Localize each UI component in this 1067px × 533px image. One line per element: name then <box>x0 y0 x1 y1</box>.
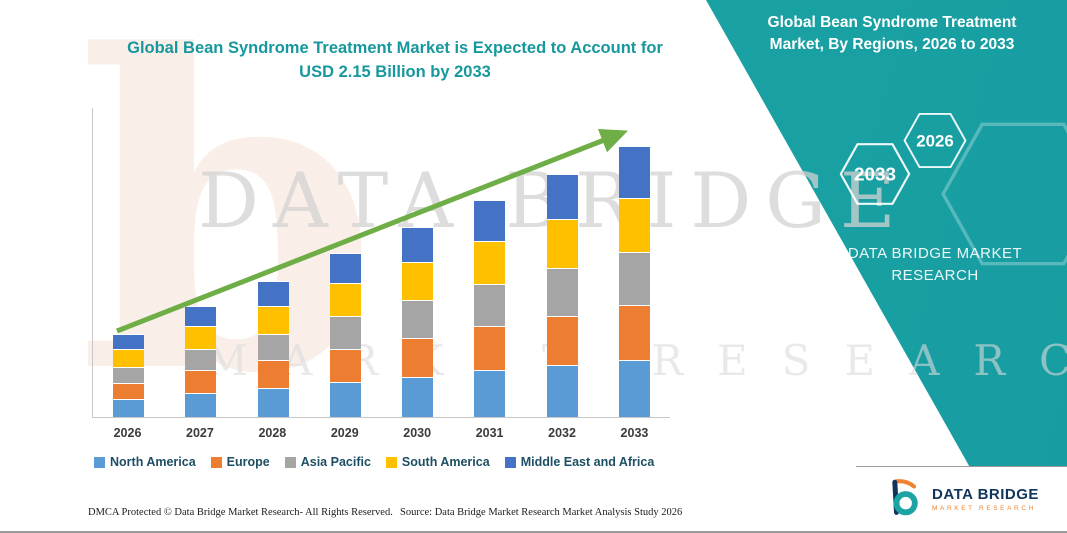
side-panel-brand-line2: RESEARCH <box>891 267 979 284</box>
legend-swatch <box>94 456 105 468</box>
x-axis-labels: 2026 2027 2028 2029 2030 2031 2032 2033 <box>92 426 670 440</box>
bar-segment <box>474 240 506 284</box>
bar-2026 <box>113 333 144 417</box>
bar-segment <box>402 299 434 338</box>
bar-segment <box>329 348 361 382</box>
databridge-logo: DATA BRIDGE MARKET RESEARCH <box>856 466 1067 531</box>
databridge-logo-icon <box>892 479 918 516</box>
bar-segment <box>546 316 578 366</box>
hexagon-2026-label: 2026 <box>916 131 953 150</box>
side-panel-brand-line1: DATA BRIDGE MARKET <box>847 245 1023 262</box>
bar-segment <box>474 283 506 327</box>
legend-swatch <box>284 456 296 468</box>
bar-2030 <box>402 226 434 417</box>
legend: North America Europe Asia Pacific South Ame… <box>94 455 654 469</box>
legend-label: Middle East and Africa <box>520 455 655 469</box>
logo-brand-text: DATA BRIDGE <box>932 486 1039 503</box>
bar-segment <box>329 381 361 417</box>
bar-segment <box>618 304 650 361</box>
x-axis-label: 2027 <box>186 426 214 440</box>
bar-2032 <box>546 173 578 417</box>
bar-segment <box>402 376 434 417</box>
bar-segment <box>185 349 217 371</box>
bar-segment <box>474 200 506 241</box>
x-axis-label: 2033 <box>620 426 649 440</box>
x-axis-label: 2029 <box>330 426 359 440</box>
bar-segment <box>618 197 650 253</box>
bar-2031 <box>474 200 506 417</box>
legend-item: Middle East and Africa <box>504 455 655 469</box>
footer-source-text: Source: Data Bridge Market Research Mark… <box>400 507 683 518</box>
side-panel-title: Global Bean Syndrome Treatment Market, B… <box>767 14 1017 53</box>
bar-segment <box>474 370 506 417</box>
bar-segment <box>618 252 650 305</box>
bar-segment <box>546 219 578 269</box>
bar-2033 <box>618 146 650 417</box>
bar-segment <box>402 226 434 263</box>
legend-swatch <box>385 456 397 468</box>
bar-segment <box>113 399 144 417</box>
legend-label: North America <box>110 455 196 469</box>
x-axis-label: 2031 <box>475 426 504 440</box>
bar-2028 <box>257 280 289 417</box>
legend-swatch <box>504 456 516 468</box>
bar-segment <box>257 388 289 417</box>
bar-2029 <box>329 253 361 417</box>
bar-2027 <box>185 306 217 417</box>
legend-item: North America <box>94 455 196 469</box>
bar-segment <box>329 316 361 349</box>
legend-label: Europe <box>226 455 270 469</box>
bar-segment <box>185 326 217 350</box>
footer-dmca-text: DMCA Protected © Data Bridge Market Rese… <box>88 507 393 518</box>
legend-swatch <box>210 456 222 468</box>
logo-tagline-text: MARKET RESEARCH <box>932 505 1036 512</box>
bar-segment <box>113 383 144 400</box>
bar-segment <box>329 253 361 284</box>
x-axis-label: 2030 <box>403 426 432 440</box>
chart-title: Global Bean Syndrome Treatment Market is… <box>127 39 663 81</box>
legend-label: Asia Pacific <box>300 455 371 469</box>
bar-segment <box>402 337 434 377</box>
bar-segment <box>546 268 578 317</box>
bar-segment <box>185 370 217 394</box>
plot-area <box>92 108 670 418</box>
bar-segment <box>185 393 217 417</box>
side-panel-brand: DATA BRIDGE MARKET RESEARCH <box>828 243 1042 287</box>
bar-segment <box>257 360 289 388</box>
legend-item: Asia Pacific <box>284 455 371 469</box>
bars <box>93 108 670 417</box>
bar-segment <box>474 326 506 371</box>
legend-label: South America <box>401 455 490 469</box>
bar-segment <box>257 306 289 334</box>
legend-item: Europe <box>210 455 270 469</box>
hexagon-2026: 2026 <box>903 112 967 169</box>
legend-item: South America <box>385 455 490 469</box>
bar-segment <box>185 306 217 327</box>
hexagon-2033-label: 2033 <box>854 165 896 186</box>
bar-segment <box>618 146 650 198</box>
bar-segment <box>113 366 144 384</box>
bar-segment <box>329 283 361 317</box>
watermark-hexagon <box>941 122 1067 266</box>
bar-segment <box>113 349 144 367</box>
bar-segment <box>257 333 289 361</box>
x-axis-label: 2032 <box>548 426 576 440</box>
bar-segment <box>402 262 434 300</box>
bar-segment <box>546 173 578 220</box>
bar-segment <box>257 280 289 307</box>
hexagon-2033: 2033 <box>839 143 911 205</box>
bar-segment <box>546 365 578 417</box>
bar-segment <box>113 333 144 350</box>
x-axis-label: 2028 <box>258 426 287 440</box>
x-axis-label: 2026 <box>113 426 142 440</box>
bar-segment <box>618 360 650 417</box>
